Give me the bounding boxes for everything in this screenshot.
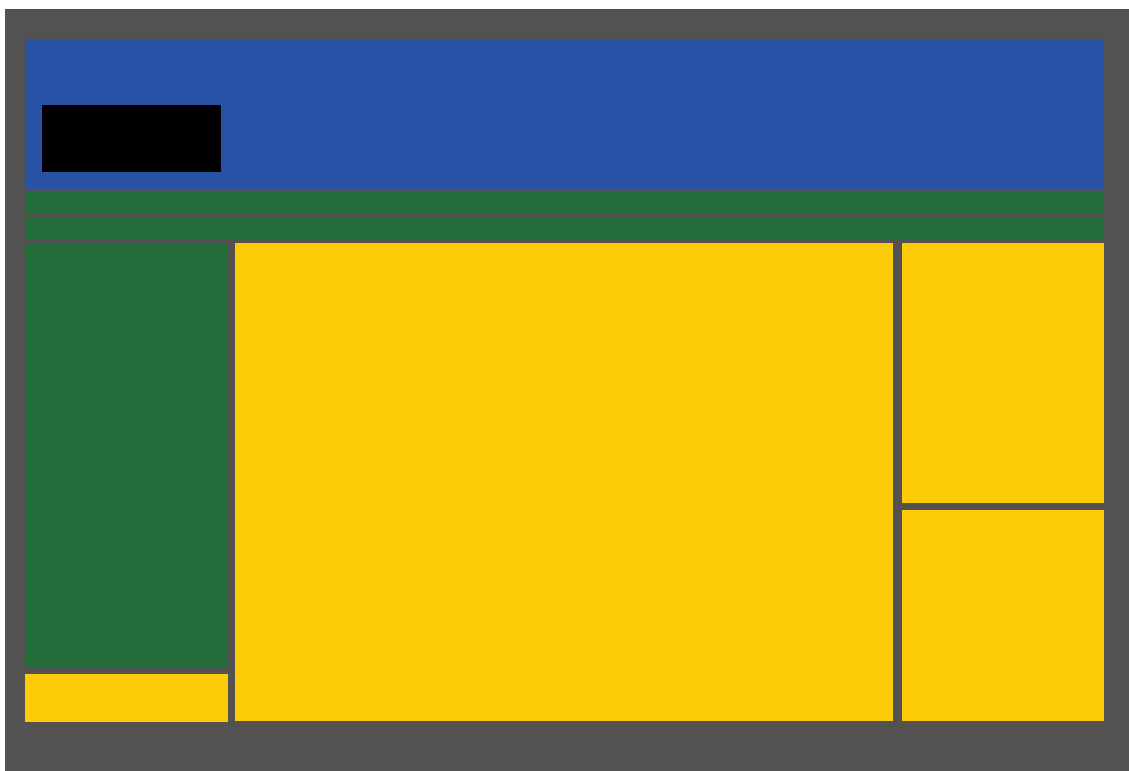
right-top-block [902,243,1104,503]
nav-bar-secondary [25,217,1104,239]
left-sidebar-block [25,243,228,668]
nav-bar-primary [25,192,1104,214]
logo-block [42,105,221,172]
main-content-block [235,243,893,721]
right-bottom-block [902,510,1104,721]
left-bottom-block [25,674,228,722]
